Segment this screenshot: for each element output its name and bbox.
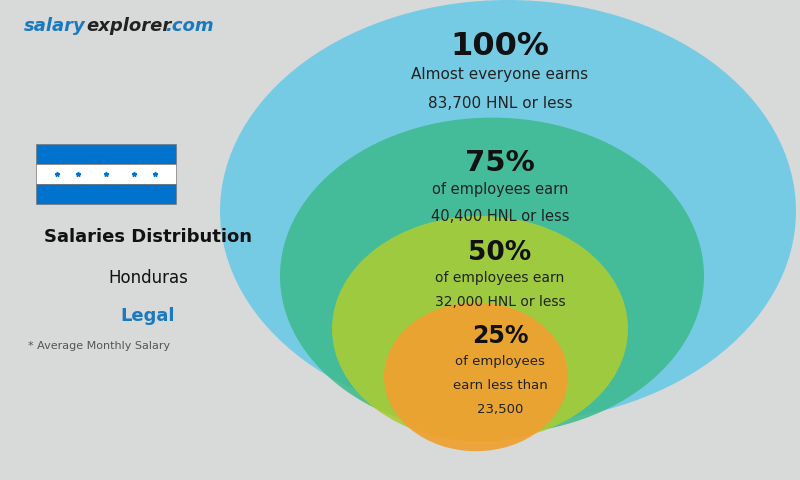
Text: explorer: explorer — [86, 17, 172, 35]
Text: of employees earn: of employees earn — [435, 271, 565, 285]
Text: Legal: Legal — [121, 307, 175, 325]
Text: Salaries Distribution: Salaries Distribution — [44, 228, 252, 246]
Text: 25%: 25% — [472, 324, 528, 348]
Text: 40,400 HNL or less: 40,400 HNL or less — [430, 209, 570, 224]
Text: 83,700 HNL or less: 83,700 HNL or less — [428, 96, 572, 111]
Ellipse shape — [332, 216, 628, 442]
Bar — [36, 144, 176, 164]
Ellipse shape — [384, 302, 568, 451]
Ellipse shape — [280, 118, 704, 434]
Ellipse shape — [220, 0, 796, 422]
Text: of employees earn: of employees earn — [432, 182, 568, 197]
Text: 75%: 75% — [465, 149, 535, 177]
Text: 50%: 50% — [468, 240, 532, 266]
Bar — [36, 184, 176, 204]
Text: Honduras: Honduras — [108, 269, 188, 287]
Bar — [36, 164, 176, 184]
Text: 32,000 HNL or less: 32,000 HNL or less — [434, 295, 566, 309]
Text: salary: salary — [24, 17, 86, 35]
Text: * Average Monthly Salary: * Average Monthly Salary — [28, 341, 170, 351]
Text: 100%: 100% — [450, 31, 550, 62]
Text: .com: .com — [165, 17, 214, 35]
Text: 23,500: 23,500 — [477, 403, 523, 416]
Text: earn less than: earn less than — [453, 379, 547, 392]
Text: Almost everyone earns: Almost everyone earns — [411, 67, 589, 82]
Text: of employees: of employees — [455, 355, 545, 368]
